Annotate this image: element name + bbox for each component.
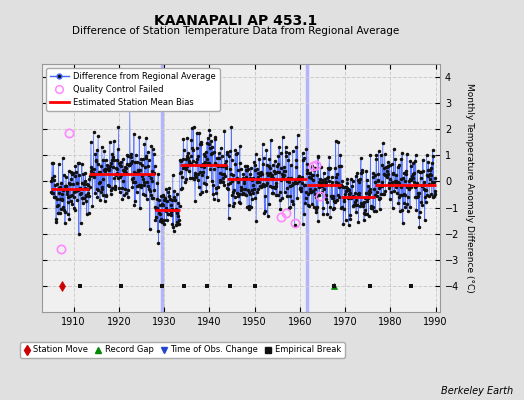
Legend: Station Move, Record Gap, Time of Obs. Change, Empirical Break: Station Move, Record Gap, Time of Obs. C… xyxy=(20,342,345,358)
Legend: Difference from Regional Average, Quality Control Failed, Estimated Station Mean: Difference from Regional Average, Qualit… xyxy=(46,68,220,111)
Text: Berkeley Earth: Berkeley Earth xyxy=(441,386,514,396)
Text: KAANAPALI AP 453.1: KAANAPALI AP 453.1 xyxy=(154,14,318,28)
Text: Difference of Station Temperature Data from Regional Average: Difference of Station Temperature Data f… xyxy=(72,26,399,36)
Y-axis label: Monthly Temperature Anomaly Difference (°C): Monthly Temperature Anomaly Difference (… xyxy=(465,83,474,293)
